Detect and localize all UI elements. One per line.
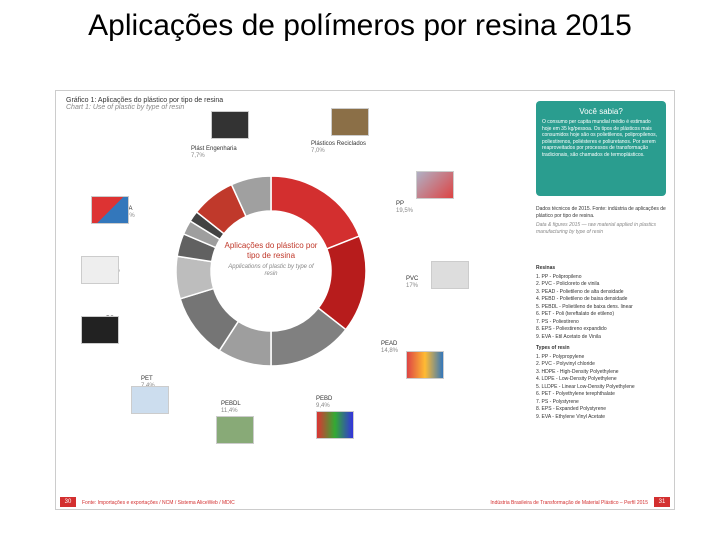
product-thumb-plást-engenharia [211,111,249,139]
footer: 30 Fonte: Importações e exportações / NC… [56,495,674,509]
product-thumb-pead [406,351,444,379]
product-thumb-eva [91,196,129,224]
infographic-page: Gráfico 1: Aplicações do plástico por ti… [55,90,675,510]
product-thumb-pebd [316,411,354,439]
legend-item: 5. PEBDL - Polietileno de baixa dens. li… [536,304,666,312]
legend-item: 7. PS - Polystyrene [536,399,666,407]
segment-label-pebdl: PEBDL11,4% [221,401,241,414]
footer-text-right: Indústria Brasileira de Transformação de… [490,500,648,506]
resin-legend: Resinas1. PP - Polipropileno2. PVC - Pol… [536,261,666,421]
donut-chart-area: Aplicações do plástico por tipo de resin… [116,116,426,426]
legend-item: 9. EVA - Etil Acetato de Vinila [536,334,666,342]
legend-item: 5. LLDPE - Linear Low-Density Polyethyle… [536,384,666,392]
page-num-left: 30 [60,497,76,507]
teal-header: Você sabia? [542,107,660,116]
legend-item: 8. EPS - Poliestireno expandido [536,326,666,334]
legend-item: 2. PVC - Polyvinyl chloride [536,361,666,369]
segment-label-plást-engenharia: Plást Engenharia7,7% [191,146,237,159]
legend-item: 3. HDPE - High-Density Polyethylene [536,369,666,377]
legend-item: 6. PET - Polyethylene terephthalate [536,391,666,399]
product-thumb-eps [81,256,119,284]
side-caption: Dados técnicos de 2015. Fonte: indústria… [536,206,666,235]
segment-label-pp: PP19,5% [396,201,413,214]
legend-item: 9. EVA - Ethylene Vinyl Acetate [536,414,666,422]
legend-item: 4. PEBD - Polietileno de baixa densidade [536,296,666,304]
slide-title: Aplicações de polímeros por resina 2015 [0,0,720,48]
product-thumb-ps [81,316,119,344]
donut-center-label: Aplicações do plástico por tipo de resin… [221,241,321,279]
legend-item: 3. PEAD - Polietileno de alta densidade [536,289,666,297]
segment-label-pead: PEAD14,8% [381,341,398,354]
product-thumb-pp [416,171,454,199]
chart-subtitle: Gráfico 1: Aplicações do plástico por ti… [66,97,223,111]
legend-item: 7. PS - Poliestireno [536,319,666,327]
footer-text-left: Fonte: Importações e exportações / NCM /… [82,500,235,506]
segment-label-pebd: PEBD9,4% [316,396,332,409]
legend-item: 6. PET - Poli (tereftalato de etileno) [536,311,666,319]
product-thumb-pvc [431,261,469,289]
teal-body: O consumo per capita mundial médio é est… [542,119,660,158]
page-num-right: 31 [654,497,670,507]
product-thumb-plásticos-reciclados [331,108,369,136]
legend-item: 1. PP - Polypropylene [536,354,666,362]
segment-label-plásticos-reciclados: Plásticos Reciclados7,0% [311,141,366,154]
legend-item: 8. EPS - Expanded Polystyrene [536,406,666,414]
did-you-know-box: Você sabia? O consumo per capita mundial… [536,101,666,196]
legend-item: 2. PVC - Policloreto de vinila [536,281,666,289]
product-thumb-pebdl [216,416,254,444]
legend-item: 1. PP - Polipropileno [536,274,666,282]
segment-label-pvc: PVC17% [406,276,418,289]
product-thumb-pet [131,386,169,414]
legend-item: 4. LDPE - Low-Density Polyethylene [536,376,666,384]
donut-segment-pp [271,176,359,249]
